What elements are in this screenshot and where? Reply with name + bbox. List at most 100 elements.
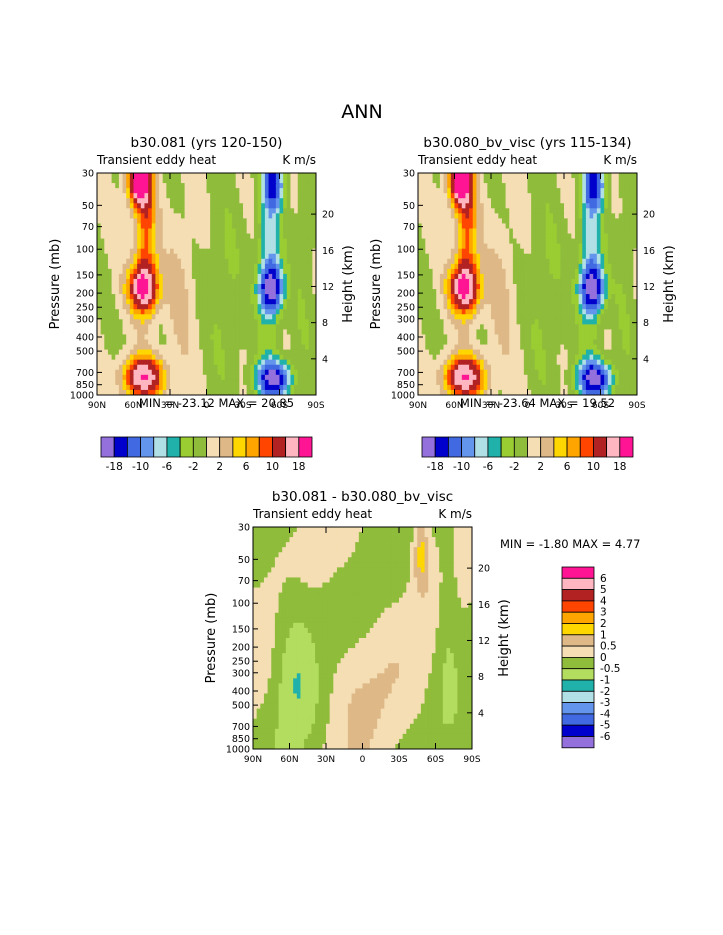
contour-cell: [428, 243, 434, 250]
contour-cell: [567, 178, 572, 184]
contour-cell: [633, 258, 637, 265]
contour-cell: [450, 354, 456, 361]
contour-cell: [312, 193, 316, 199]
contour-cell: [261, 374, 266, 381]
contour-cell: [180, 203, 186, 209]
contour-cell: [538, 233, 543, 240]
contour-cell: [180, 334, 186, 341]
contour-cell: [294, 218, 299, 225]
contour-cell: [224, 178, 229, 184]
contour-cell: [542, 273, 547, 280]
contour-cell: [523, 258, 529, 265]
contour-cell: [611, 258, 616, 265]
contour-cell: [596, 248, 602, 255]
contour-cell: [257, 294, 262, 300]
contour-cell: [286, 203, 292, 209]
contour-cell: [177, 379, 182, 386]
contour-cell: [553, 263, 558, 270]
contour-cell: [494, 218, 499, 225]
contour-cell: [100, 178, 105, 184]
contour-cell: [144, 304, 149, 310]
contour-cell: [564, 233, 569, 240]
contour-cell: [221, 314, 226, 320]
contour-cell: [549, 188, 554, 194]
contour-cell: [487, 289, 492, 295]
contour-cell: [170, 304, 175, 310]
y-axis-label: Pressure (mb): [48, 239, 63, 330]
contour-cell: [556, 314, 561, 320]
contour-cell: [418, 208, 423, 214]
contour-cell: [213, 253, 219, 260]
contour-cell: [418, 349, 423, 356]
contour-cell: [611, 309, 616, 315]
contour-cell: [542, 289, 547, 295]
contour-cell: [574, 213, 580, 220]
contour-cell: [97, 233, 102, 240]
contour-cell: [421, 273, 426, 280]
contour-cell: [148, 284, 153, 290]
contour-cell: [294, 183, 299, 189]
height-tick-label: 16: [322, 246, 334, 257]
contour-cell: [501, 253, 507, 260]
contour-cell: [560, 183, 565, 189]
contour-cell: [600, 339, 605, 346]
contour-cell: [111, 228, 116, 235]
contour-cell: [428, 304, 434, 310]
contour-cell: [491, 354, 496, 361]
contour-cell: [458, 203, 463, 209]
contour-cell: [140, 233, 146, 240]
contour-cell: [487, 359, 492, 366]
contour-cell: [509, 349, 514, 356]
contour-cell: [312, 354, 316, 361]
contour-cell: [151, 203, 156, 209]
contour-cell: [246, 278, 251, 285]
contour-cell: [104, 384, 109, 391]
contour-cell: [571, 299, 576, 305]
contour-cell: [228, 213, 233, 220]
contour-cell: [264, 198, 270, 204]
contour-cell: [578, 284, 583, 290]
contour-cell: [443, 339, 448, 346]
contour-cell: [155, 339, 160, 346]
contour-cell: [596, 324, 602, 331]
contour-cell: [428, 268, 434, 275]
contour-cell: [213, 263, 219, 270]
contour-cell: [454, 278, 459, 285]
contour-cell: [545, 309, 550, 315]
contour-cell: [104, 203, 109, 209]
contour-cell: [184, 203, 189, 209]
contour-cell: [571, 273, 576, 280]
contour-cell: [301, 374, 306, 381]
contour-cell: [235, 309, 240, 315]
contour-cell: [447, 289, 452, 295]
contour-cell: [272, 359, 277, 366]
contour-cell: [232, 253, 237, 260]
contour-cell: [600, 198, 605, 204]
contour-cell: [115, 289, 120, 295]
contour-cell: [531, 263, 536, 270]
contour-cell: [166, 183, 171, 189]
contour-cell: [286, 253, 292, 260]
contour-cell: [421, 238, 426, 245]
contour-cell: [129, 238, 135, 245]
contour-cell: [607, 339, 613, 346]
contour-cell: [421, 213, 426, 220]
contour-cell: [469, 238, 474, 245]
contour-cell: [286, 359, 292, 366]
contour-cell: [224, 223, 229, 230]
contour-cell: [137, 304, 142, 310]
contour-cell: [494, 309, 499, 315]
contour-cell: [472, 243, 477, 250]
contour-cell: [239, 379, 244, 386]
contour-cell: [151, 263, 156, 270]
contour-cell: [268, 278, 273, 285]
contour-cell: [469, 294, 474, 300]
contour-cell: [574, 223, 580, 230]
contour-cell: [129, 178, 135, 184]
contour-cell: [301, 243, 306, 250]
contour-cell: [465, 218, 470, 225]
contour-cell: [545, 278, 550, 285]
contour-cell: [155, 178, 160, 184]
contour-cell: [140, 173, 146, 179]
contour-cell: [454, 268, 459, 275]
